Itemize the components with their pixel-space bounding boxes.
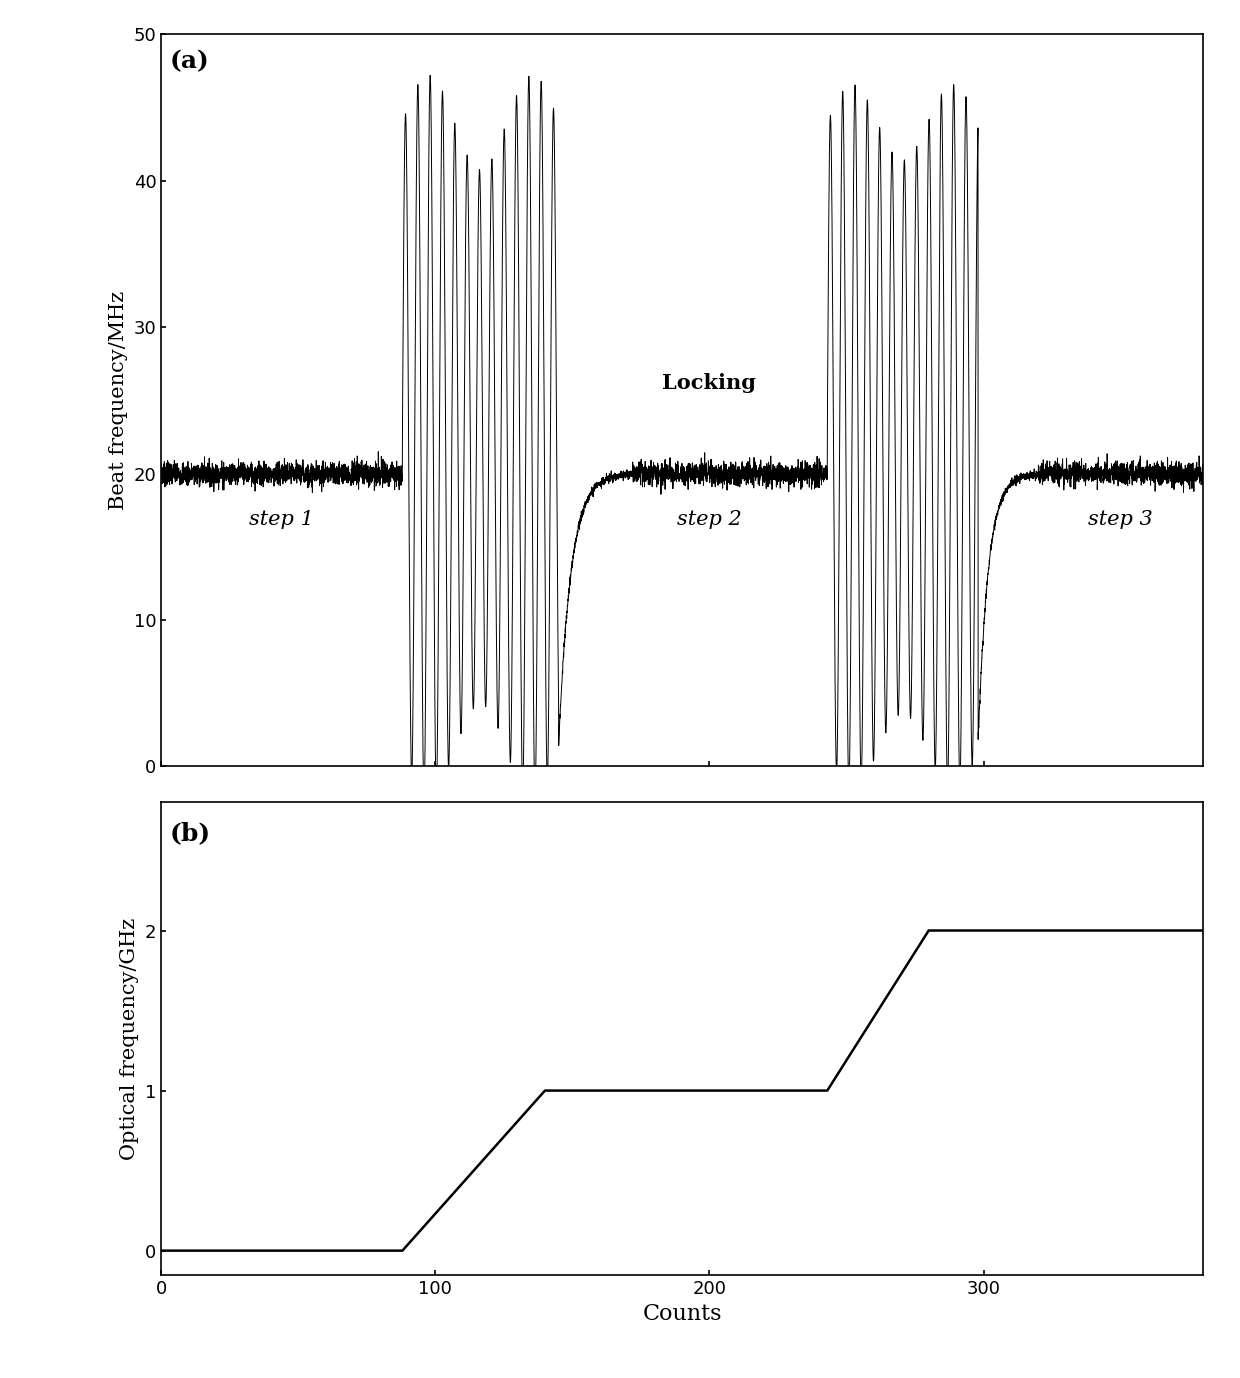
Text: (b): (b) — [170, 821, 211, 846]
Text: (a): (a) — [170, 50, 210, 73]
Y-axis label: Optical frequency/GHz: Optical frequency/GHz — [120, 918, 139, 1160]
Y-axis label: Beat frequency/MHz: Beat frequency/MHz — [109, 291, 128, 510]
X-axis label: Counts: Counts — [642, 1304, 722, 1326]
Text: step 3: step 3 — [1089, 510, 1153, 529]
Text: Locking: Locking — [662, 373, 756, 393]
Text: step 1: step 1 — [249, 510, 314, 529]
Text: step 2: step 2 — [677, 510, 742, 529]
